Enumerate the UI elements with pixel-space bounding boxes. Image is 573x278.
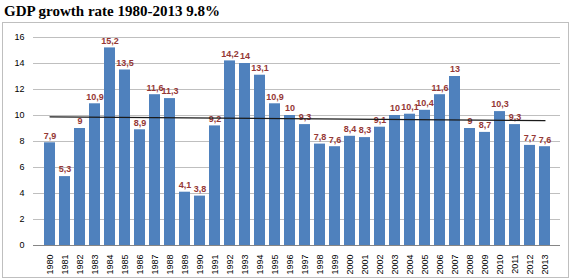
svg-text:2013: 2013 xyxy=(540,255,550,275)
svg-text:2000: 2000 xyxy=(345,255,355,275)
svg-text:1984: 1984 xyxy=(105,255,115,275)
svg-text:11,6: 11,6 xyxy=(146,82,164,93)
svg-text:1985: 1985 xyxy=(120,255,130,275)
svg-text:2: 2 xyxy=(19,214,24,224)
svg-text:1998: 1998 xyxy=(315,255,325,275)
svg-text:4,1: 4,1 xyxy=(179,180,192,190)
svg-text:9,3: 9,3 xyxy=(508,112,522,123)
svg-text:1996: 1996 xyxy=(285,255,295,275)
svg-text:1989: 1989 xyxy=(180,255,190,275)
svg-text:10: 10 xyxy=(390,103,400,113)
svg-text:9,2: 9,2 xyxy=(209,114,222,124)
svg-text:8: 8 xyxy=(19,136,24,146)
svg-text:8,4: 8,4 xyxy=(344,124,357,134)
svg-text:7,8: 7,8 xyxy=(314,132,327,142)
svg-text:10,4: 10,4 xyxy=(416,98,434,108)
svg-text:2005: 2005 xyxy=(420,255,430,275)
svg-text:2008: 2008 xyxy=(465,255,475,275)
svg-text:10,9: 10,9 xyxy=(266,92,284,102)
svg-text:9,1: 9,1 xyxy=(374,115,387,125)
svg-text:0: 0 xyxy=(19,240,24,250)
svg-text:2002: 2002 xyxy=(375,255,385,275)
svg-text:7,9: 7,9 xyxy=(44,131,57,141)
svg-text:4: 4 xyxy=(19,188,24,198)
svg-text:2009: 2009 xyxy=(480,255,490,275)
svg-text:1983: 1983 xyxy=(90,255,100,275)
svg-text:1987: 1987 xyxy=(150,255,160,275)
svg-text:8,7: 8,7 xyxy=(479,120,492,130)
svg-text:1986: 1986 xyxy=(135,255,145,275)
svg-text:16: 16 xyxy=(14,32,24,42)
svg-text:7,7: 7,7 xyxy=(524,133,537,143)
svg-text:7,6: 7,6 xyxy=(329,135,342,145)
svg-text:10: 10 xyxy=(14,110,24,120)
svg-text:14: 14 xyxy=(14,58,24,68)
svg-text:1988: 1988 xyxy=(165,255,175,275)
svg-text:9: 9 xyxy=(77,116,82,126)
svg-text:8,3: 8,3 xyxy=(359,125,372,135)
svg-text:10,1: 10,1 xyxy=(401,102,419,113)
svg-text:8,9: 8,9 xyxy=(134,118,147,128)
svg-text:1993: 1993 xyxy=(240,255,250,275)
svg-text:5,3: 5,3 xyxy=(59,164,72,174)
svg-text:1999: 1999 xyxy=(330,255,340,275)
svg-text:2001: 2001 xyxy=(360,255,370,275)
svg-text:1994: 1994 xyxy=(255,255,265,275)
svg-text:9,3: 9,3 xyxy=(299,112,312,122)
svg-text:12: 12 xyxy=(14,84,24,94)
svg-text:13: 13 xyxy=(450,64,460,74)
svg-text:1982: 1982 xyxy=(75,255,85,275)
svg-text:10,9: 10,9 xyxy=(86,92,104,102)
svg-text:6: 6 xyxy=(19,162,24,172)
html-text:GDP growth rate 1980-2013 9.8%: GDP growth rate 1980-2013 9.8% xyxy=(4,3,220,19)
svg-text:11,6: 11,6 xyxy=(431,83,448,93)
svg-text:1997: 1997 xyxy=(300,255,310,275)
svg-text:1995: 1995 xyxy=(270,255,280,275)
svg-text:2012: 2012 xyxy=(525,255,535,275)
svg-text:2007: 2007 xyxy=(450,255,460,275)
svg-text:14: 14 xyxy=(240,51,250,61)
svg-text:10: 10 xyxy=(285,103,295,113)
svg-text:2003: 2003 xyxy=(390,255,400,275)
svg-text:2004: 2004 xyxy=(405,255,415,275)
svg-text:13,1: 13,1 xyxy=(251,63,269,73)
svg-text:11,3: 11,3 xyxy=(161,86,178,96)
svg-text:13,5: 13,5 xyxy=(116,58,134,68)
svg-text:7,6: 7,6 xyxy=(539,135,552,145)
svg-text:14,2: 14,2 xyxy=(221,49,239,59)
svg-text:1980: 1980 xyxy=(45,255,55,275)
svg-text:2011: 2011 xyxy=(510,255,520,274)
svg-text:3,8: 3,8 xyxy=(194,184,207,194)
svg-text:10,3: 10,3 xyxy=(491,99,509,109)
svg-text:1990: 1990 xyxy=(195,255,205,275)
svg-text:1991: 1991 xyxy=(210,255,220,275)
svg-text:2006: 2006 xyxy=(435,255,445,275)
svg-text:2010: 2010 xyxy=(495,255,505,275)
svg-text:15,2: 15,2 xyxy=(101,36,119,46)
svg-text:1992: 1992 xyxy=(225,255,235,275)
svg-text:1981: 1981 xyxy=(60,255,70,275)
svg-text:9: 9 xyxy=(467,116,472,126)
